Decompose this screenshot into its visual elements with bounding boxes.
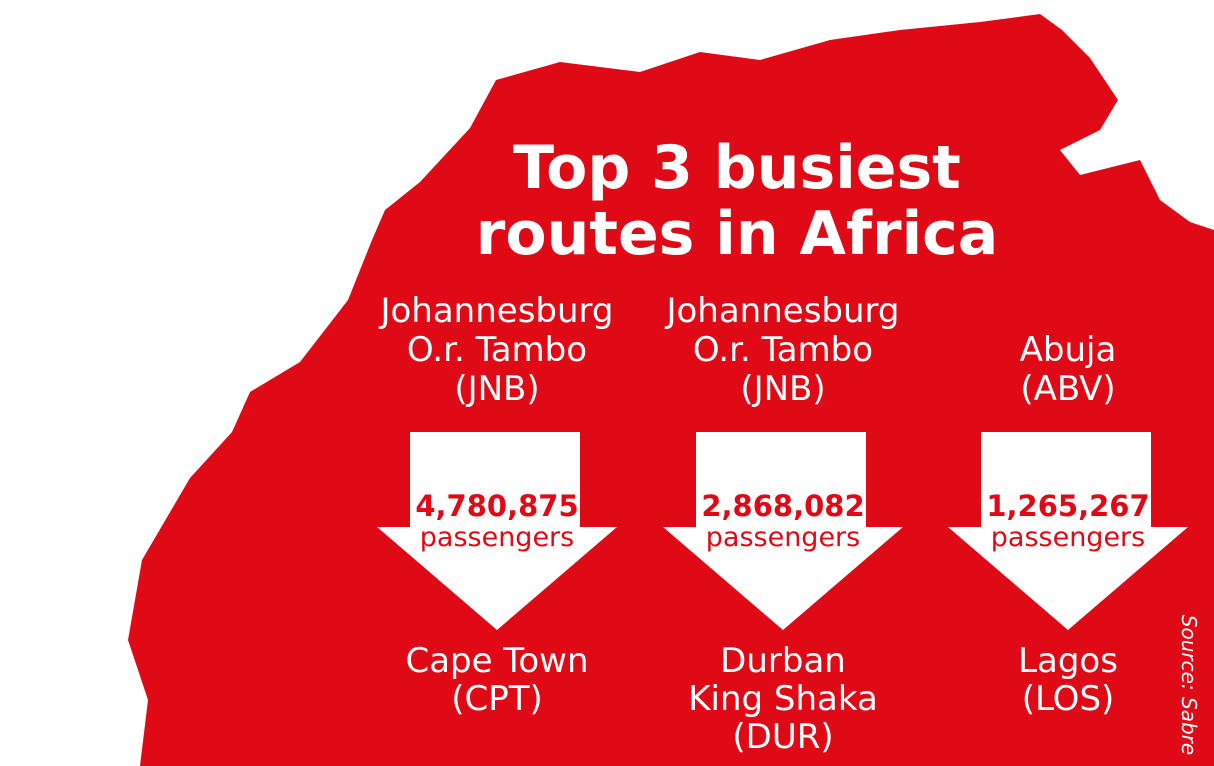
passenger-count: 2,868,082 — [701, 489, 864, 523]
origin: Abuja — [1020, 330, 1117, 370]
title-line: routes in Africa — [476, 199, 998, 269]
title: Top 3 busiest routes in Africa — [476, 133, 998, 269]
origin: Johannesburg — [664, 291, 899, 331]
passenger-label: passengers — [991, 522, 1145, 553]
origin: (ABV) — [1020, 369, 1115, 409]
origin: O.r. Tambo — [407, 330, 587, 370]
origin: (JNB) — [740, 369, 825, 409]
destination: (LOS) — [1022, 679, 1115, 719]
title-line: Top 3 busiest — [513, 133, 961, 203]
passenger-count: 1,265,267 — [986, 489, 1149, 523]
passenger-label: passengers — [706, 522, 860, 553]
arrow — [377, 432, 617, 630]
destination: (CPT) — [451, 679, 543, 719]
destination: Cape Town — [405, 641, 588, 681]
destination: King Shaka — [688, 679, 878, 719]
arrow — [663, 432, 903, 630]
passenger-count: 4,780,875 — [415, 489, 578, 523]
source: Source: Sabre — [1177, 615, 1201, 755]
destination: Lagos — [1018, 641, 1118, 681]
origin: (JNB) — [454, 369, 539, 409]
destination: Durban — [720, 641, 846, 681]
passenger-label: passengers — [420, 522, 574, 553]
origin: O.r. Tambo — [693, 330, 873, 370]
africa-map — [128, 14, 1214, 766]
origin: Johannesburg — [378, 291, 613, 331]
arrow — [948, 432, 1188, 630]
destination: (DUR) — [732, 717, 833, 757]
